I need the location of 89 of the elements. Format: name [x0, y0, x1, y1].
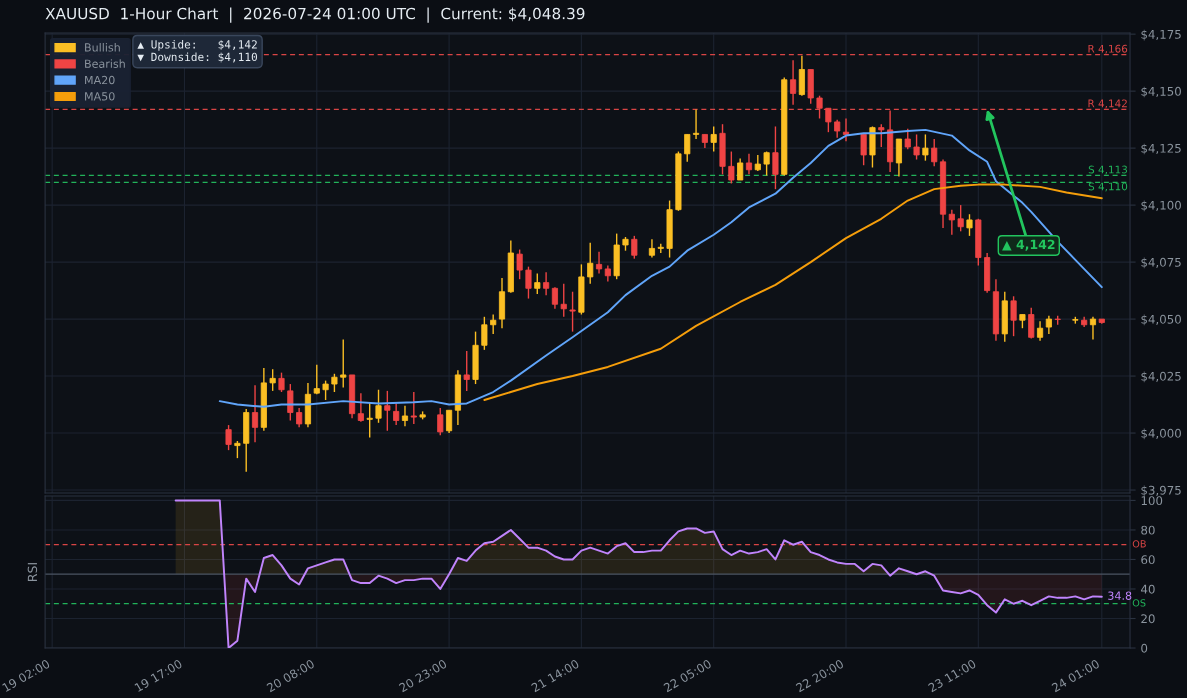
candlestick — [948, 208, 955, 236]
y-tick-label: $4,100 — [1141, 200, 1181, 212]
candlestick — [860, 133, 867, 166]
candlestick — [278, 371, 285, 393]
candlestick — [1010, 295, 1017, 337]
candlestick — [375, 389, 382, 424]
candlestick — [692, 108, 700, 140]
candlestick — [684, 133, 691, 163]
candlestick — [878, 123, 885, 148]
candlestick — [481, 316, 488, 351]
candlestick — [834, 118, 841, 139]
y-tick-label: $4,000 — [1141, 428, 1181, 440]
candlestick — [913, 133, 920, 161]
candlestick — [737, 157, 744, 181]
candlestick — [745, 153, 753, 176]
candlestick — [269, 368, 276, 392]
candlestick — [463, 350, 470, 392]
candlestick — [490, 313, 497, 335]
candlestick — [569, 291, 576, 333]
candlestick — [331, 373, 338, 393]
candlestick — [225, 424, 232, 451]
y-tick-label: $4,125 — [1141, 143, 1181, 155]
candlestick — [1036, 320, 1044, 342]
legend-label: MA50 — [85, 92, 115, 101]
candlestick — [296, 407, 303, 429]
y-tick-label: $4,050 — [1141, 314, 1181, 326]
candlestick — [895, 138, 902, 178]
candlestick — [410, 391, 417, 425]
ref-line-label: S 4,110 — [1088, 182, 1128, 192]
candlestick — [357, 392, 364, 423]
candlestick — [287, 383, 294, 422]
y-tick-label: 80 — [1141, 525, 1155, 535]
candlestick — [825, 107, 832, 133]
candlestick — [631, 235, 638, 260]
candlestick — [966, 213, 973, 237]
candlestick — [446, 409, 453, 434]
candlestick — [710, 125, 717, 153]
candlestick — [384, 390, 391, 432]
ref-line-label: R 4,142 — [1088, 99, 1127, 109]
y-axis-title: RSI — [27, 563, 38, 581]
y-tick-label: $3,975 — [1141, 485, 1181, 497]
annotation: ▲ Upside: $4,142 ▼ Downside: $4,110 — [137, 39, 258, 63]
annotation: ▲ 4,142 — [1002, 239, 1055, 251]
candlestick — [551, 286, 558, 310]
ref-line-label: OS — [1132, 599, 1146, 607]
y-tick-label: 20 — [1141, 614, 1155, 624]
candlestick — [957, 204, 964, 233]
candlestick — [251, 384, 259, 443]
candlestick — [322, 379, 329, 401]
candlestick — [1045, 314, 1052, 335]
candlestick — [313, 363, 320, 395]
chart-title: XAUUSD 1-Hour Chart | 2026-07-24 01:00 UTC | Current: $4,048.39 — [45, 7, 585, 23]
y-tick-label: $4,075 — [1141, 257, 1181, 269]
candlestick — [931, 138, 938, 168]
candlestick — [543, 271, 550, 296]
candlestick — [922, 133, 929, 162]
candlestick — [904, 128, 911, 150]
ref-line-label: S 4,113 — [1088, 165, 1128, 175]
candlestick — [534, 272, 541, 295]
y-tick-label: $4,150 — [1141, 86, 1181, 98]
candlestick — [1028, 306, 1035, 340]
y-tick-label: $4,175 — [1141, 29, 1181, 41]
candlestick — [516, 248, 523, 280]
legend-label: MA20 — [85, 75, 115, 85]
y-tick-label: 60 — [1141, 555, 1155, 565]
y-tick-label: $4,025 — [1141, 371, 1181, 383]
candlestick — [772, 125, 779, 190]
y-tick-label: 0 — [1141, 643, 1148, 653]
y-tick-label: 100 — [1141, 496, 1163, 506]
candlestick — [401, 405, 409, 427]
legend-label: Bearish — [85, 59, 125, 68]
candlestick — [1089, 316, 1097, 341]
candlestick — [340, 338, 347, 389]
y-tick-label: 40 — [1141, 584, 1155, 594]
candlestick — [525, 265, 532, 300]
candlestick — [393, 402, 400, 426]
candlestick — [648, 238, 656, 259]
candlestick — [560, 283, 567, 318]
ref-line-label: OB — [1132, 540, 1146, 548]
candlestick — [728, 150, 735, 185]
candlestick — [587, 242, 594, 285]
candlestick — [595, 251, 603, 275]
candlestick — [790, 59, 797, 106]
ref-line-label: R 4,166 — [1088, 44, 1128, 54]
annotation: 34.8 — [1108, 591, 1132, 600]
candlestick — [437, 407, 444, 437]
candlestick — [366, 401, 373, 439]
candlestick — [816, 95, 823, 120]
legend-label: Bullish — [85, 43, 120, 52]
